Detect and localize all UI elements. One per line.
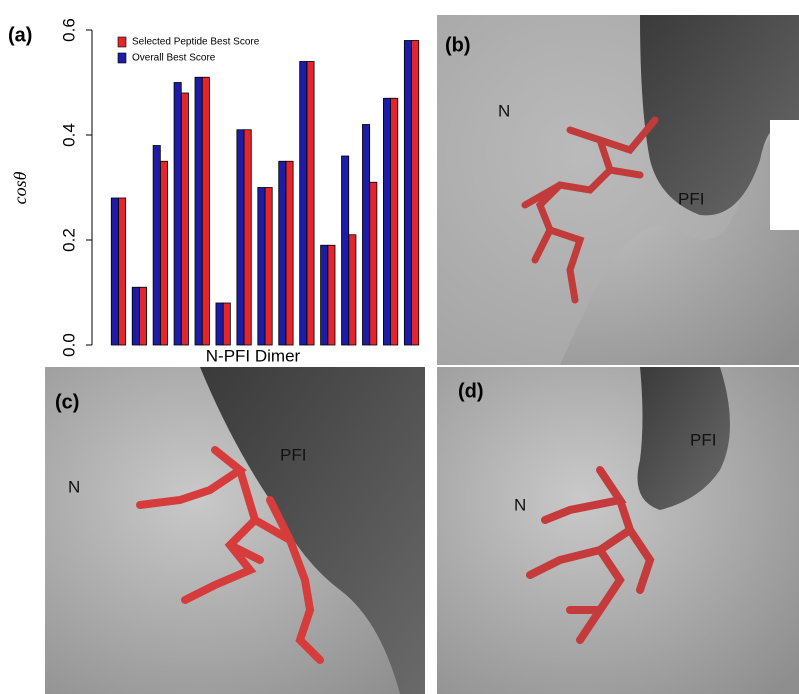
panel-label: (d) (458, 380, 484, 402)
y-tick-label: 0.0 (59, 333, 78, 357)
panel-c: (c) N PFI (45, 367, 425, 694)
bar (159, 160, 168, 346)
bar-chart: (a) N-PFI Dimer cosθ 0.0 0.2 0.4 0.6 Selecte… (8, 18, 420, 365)
bar (327, 244, 336, 346)
annotation: PFI (280, 445, 306, 464)
bar (306, 61, 315, 346)
panel-label: (c) (55, 391, 79, 413)
bar (278, 160, 287, 346)
annotation: PFI (690, 430, 716, 449)
surface-pfi (640, 15, 799, 216)
legend-label: Selected Peptide Best Score (132, 37, 260, 48)
panel-d: (d) N PFI (437, 367, 799, 694)
bar (236, 129, 245, 346)
y-tick-label: 0.4 (59, 123, 78, 147)
annotation: N (498, 101, 510, 120)
bar (215, 302, 224, 346)
bar (348, 234, 357, 346)
surface-pfi (637, 367, 730, 510)
surface (437, 367, 799, 694)
bar (299, 61, 308, 346)
panel-b: (b) N PFI (437, 15, 799, 365)
bar (173, 82, 182, 346)
bar (180, 92, 189, 346)
bar (362, 124, 371, 346)
peptide (136, 446, 324, 664)
bar (264, 187, 273, 346)
legend-swatch (117, 36, 127, 48)
bar (201, 76, 210, 346)
panel-label: (a) (8, 24, 32, 46)
x-axis-label: N-PFI Dimer (206, 346, 301, 365)
bar (411, 40, 420, 346)
annotation: N (68, 477, 80, 496)
bar (382, 97, 391, 346)
y-tick-label: 0.2 (59, 228, 78, 252)
bar (152, 145, 161, 346)
bar (222, 302, 231, 346)
y-tick-label: 0.6 (59, 18, 78, 42)
bar (320, 244, 329, 346)
gap (770, 120, 799, 230)
annotation: PFI (678, 189, 704, 208)
bar (131, 286, 140, 346)
bar (194, 76, 203, 346)
bar (257, 187, 266, 346)
legend-swatch (117, 52, 127, 64)
bar (285, 160, 294, 346)
y-axis-label: cosθ (10, 171, 30, 204)
bar (390, 97, 399, 346)
surface-pfi (200, 367, 425, 694)
bar (369, 181, 378, 346)
peptide (526, 466, 655, 644)
peptide (521, 116, 659, 304)
bar (118, 197, 127, 346)
annotation: N (514, 495, 526, 514)
panel-label: (b) (445, 34, 471, 56)
bar (341, 155, 350, 346)
bar (110, 197, 119, 346)
bar (243, 129, 252, 346)
legend-label: Overall Best Score (132, 53, 216, 64)
bar (403, 40, 412, 346)
bar (138, 286, 147, 346)
